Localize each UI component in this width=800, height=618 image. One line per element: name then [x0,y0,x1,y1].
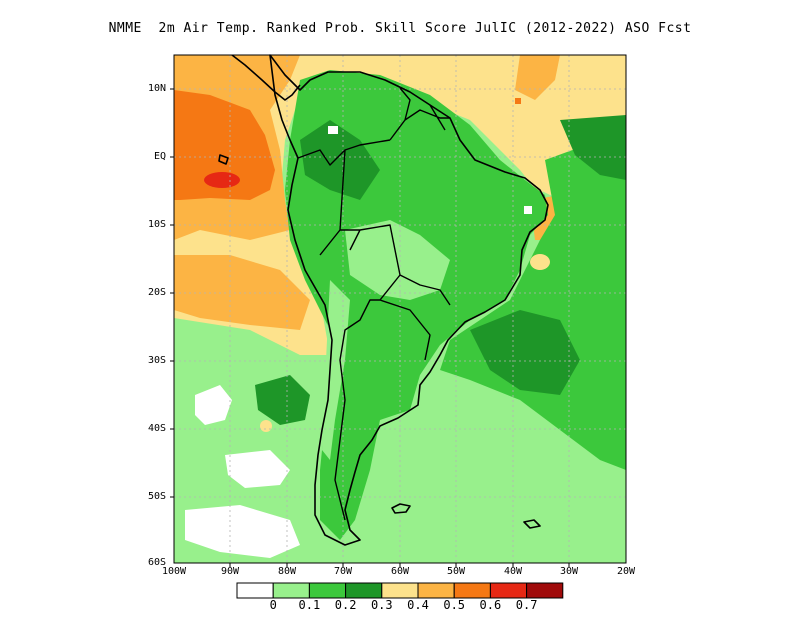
lat-label-10n: 10N [147,83,166,94]
colorbar-box [489,582,528,599]
lon-label-50w: 50W [446,566,466,577]
tick-marks [170,88,570,567]
field-red [204,172,240,188]
colorbar-box [526,582,564,599]
lon-label-40w: 40W [503,566,523,577]
central-america-outline [231,54,301,101]
field-dark-green-pacific [255,375,310,425]
colorbar-label: 0.6 [479,598,502,612]
lat-label-50s: 50S [147,491,166,502]
colorbar-box [345,582,383,599]
lon-label-30w: 30W [559,566,579,577]
field-white-1 [195,385,232,425]
field-dark-orange [174,90,275,200]
field-green-atlantic [440,130,626,470]
colorbar-box [272,582,310,599]
field-orange-mid [174,255,310,330]
colorbar-label: 0.1 [298,598,321,612]
colorbar-box [381,582,419,599]
field-yellow-spot-2 [530,254,550,270]
lon-label-80w: 80W [277,566,297,577]
coastlines [218,54,549,546]
country-borders [297,87,451,521]
falklands [391,503,411,514]
field-white-5 [524,206,532,214]
colorbar-label: 0 [269,598,277,612]
lat-label-10s: 10S [147,219,166,230]
field-white-3 [185,505,300,558]
colorbar-box [453,582,491,599]
lon-label-60w: 60W [390,566,410,577]
colorbar-label: 0.5 [443,598,466,612]
colorbar-box [308,582,347,599]
field-dark-green-south [470,310,580,395]
field-orange-ne [515,55,560,100]
colorbar-label: 0.7 [515,598,538,612]
field-white-4 [328,126,338,134]
field-dark-orange-spot [515,98,521,104]
colorbar-label: 0.2 [334,598,357,612]
lon-label-90w: 90W [220,566,240,577]
colorbar-box [417,582,455,599]
small-islands [218,154,541,529]
field-white-2 [225,450,290,488]
colorbar-boxes [236,582,564,599]
colorbar-label: 0.4 [407,598,429,612]
colorbar-box [236,582,274,599]
map-title: NMME 2m Air Temp. Ranked Prob. Skill Sco… [108,21,692,36]
field-dark-green-atlantic [560,115,626,180]
field-yellow-east [460,55,626,195]
lon-label-20w: 20W [616,566,636,577]
lat-label-eq: EQ [153,151,166,162]
lat-label-30s: 30S [147,355,166,366]
lon-label-100w: 100W [161,566,187,577]
lon-label-70w: 70W [333,566,353,577]
south-america-outline [269,54,549,546]
field-dark-green-amazon [300,120,380,200]
lat-label-40s: 40S [147,423,166,434]
lat-label-20s: 20S [147,287,166,298]
colorbar-label: 0.3 [370,598,393,612]
lat-label-60s: 60S [147,557,166,568]
